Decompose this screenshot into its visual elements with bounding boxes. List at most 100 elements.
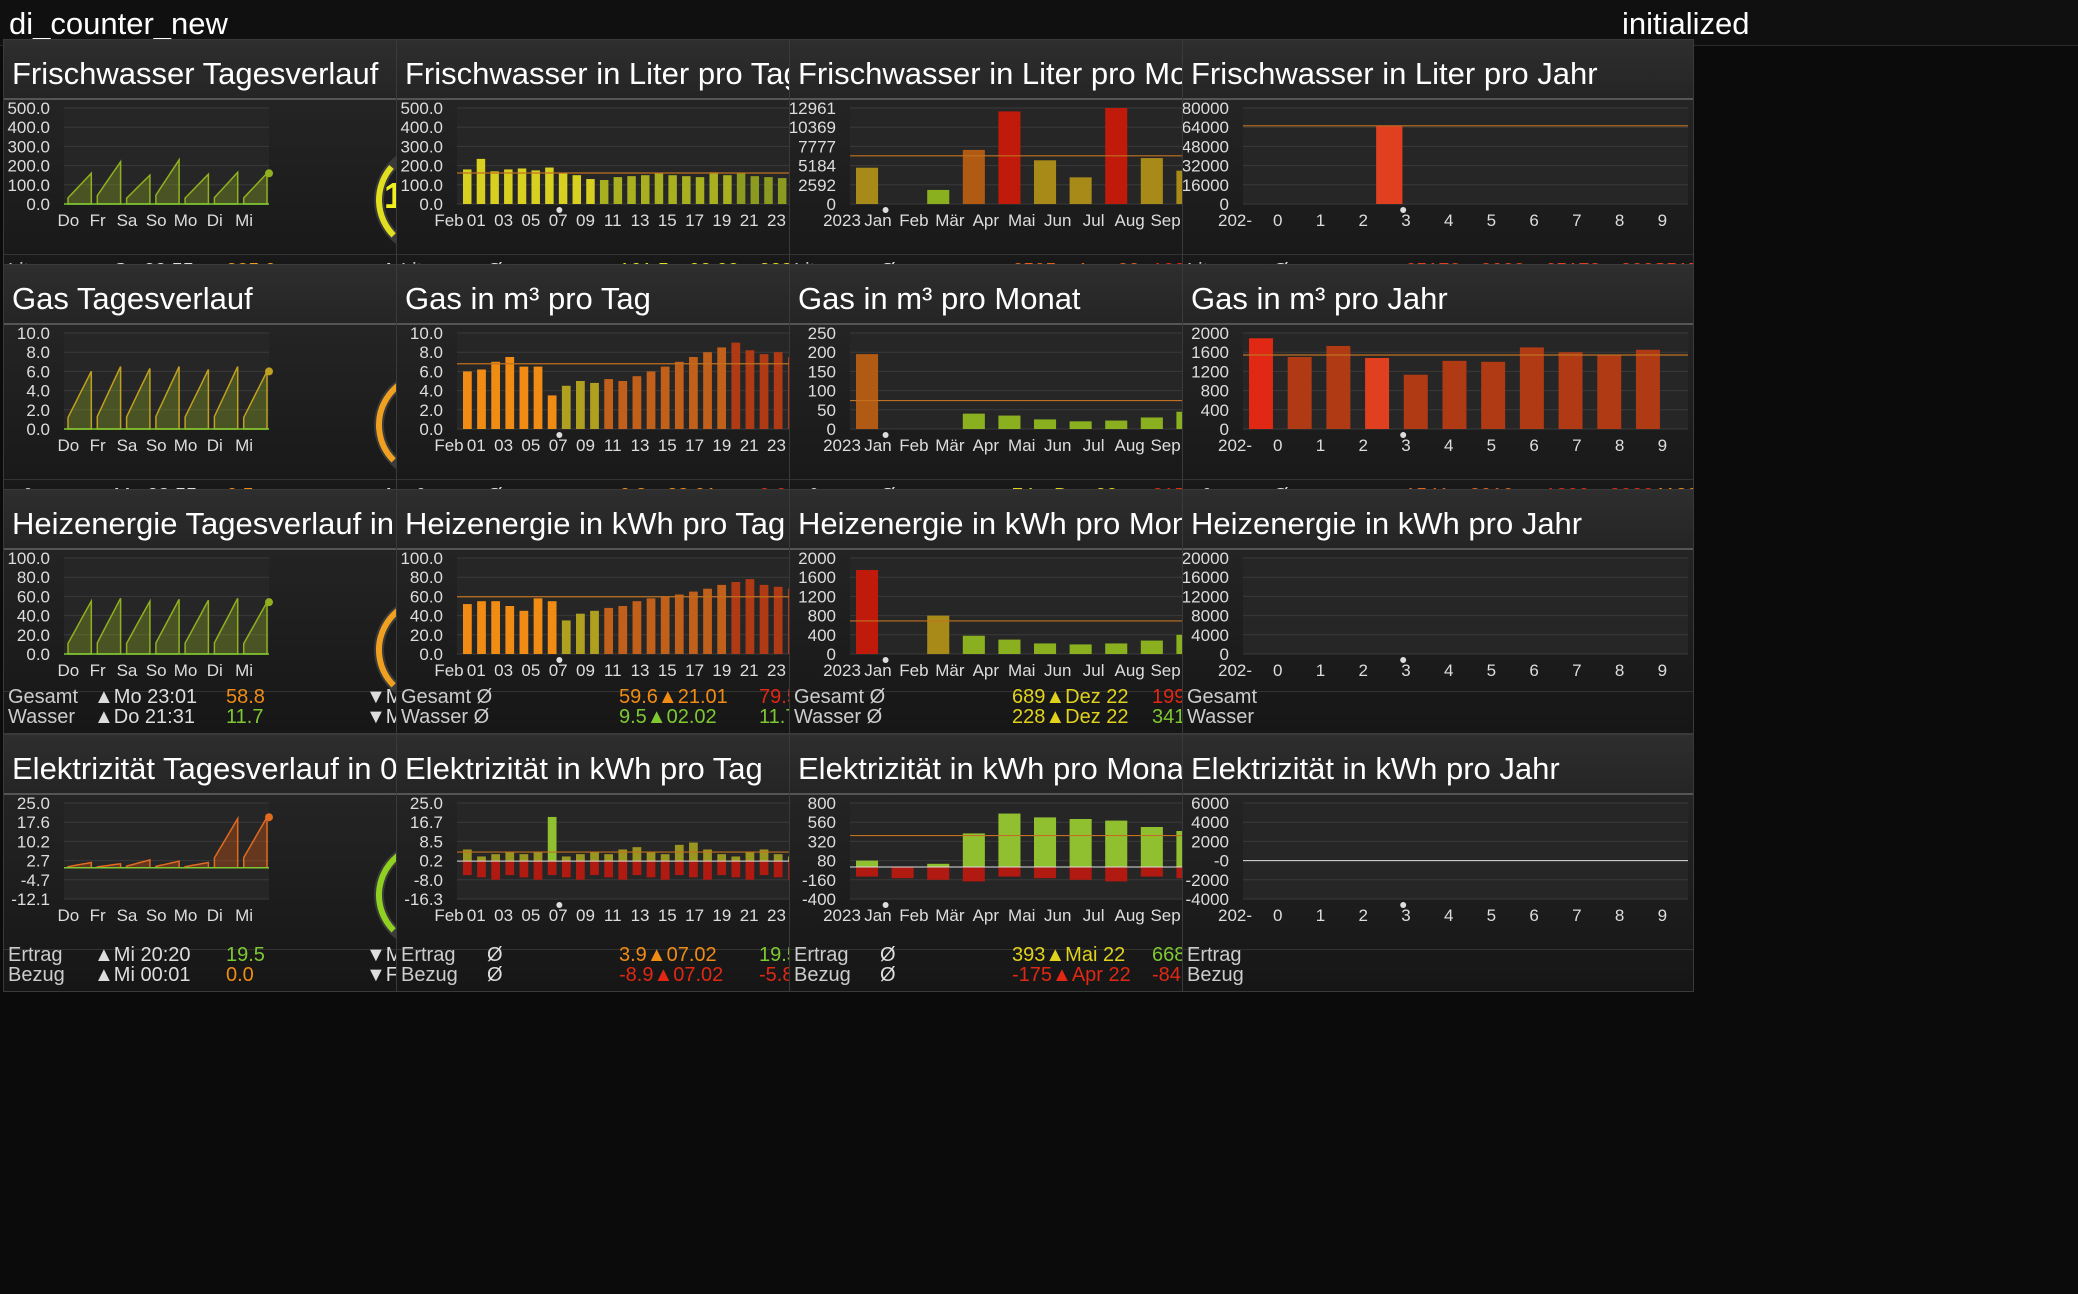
bar bbox=[759, 584, 769, 654]
bar bbox=[632, 376, 642, 429]
title-divider bbox=[4, 548, 514, 550]
stat-cell: Gesamt Ø bbox=[401, 686, 493, 708]
day-area bbox=[184, 369, 210, 430]
x-tick-label: 07 bbox=[549, 906, 568, 925]
x-tick-label: Do bbox=[58, 211, 80, 230]
bar-negative bbox=[745, 861, 755, 880]
day-area bbox=[67, 861, 93, 869]
bar-negative bbox=[1034, 867, 1057, 879]
x-tick-label: 9 bbox=[1658, 906, 1667, 925]
stat-cell: 393▲Mai 22 bbox=[1012, 944, 1126, 966]
stats-divider bbox=[790, 691, 1300, 692]
panel-title: Gas Tagesverlauf bbox=[12, 281, 253, 316]
x-tick-label: Aug bbox=[1114, 661, 1144, 680]
stats-divider bbox=[4, 691, 514, 692]
y-tick-label: 2.7 bbox=[26, 852, 50, 871]
title-divider bbox=[4, 793, 514, 795]
x-tick-label: 1 bbox=[1316, 661, 1325, 680]
bar-negative bbox=[674, 861, 684, 876]
x-tick-label: Mi bbox=[235, 661, 253, 680]
x-tick-label: 11 bbox=[604, 906, 622, 925]
bar bbox=[689, 591, 698, 654]
panel-title: Elektrizität in kWh pro Monat bbox=[798, 751, 1193, 786]
bar bbox=[668, 175, 677, 204]
x-tick-label: 05 bbox=[521, 661, 540, 680]
y-tick-label: 10.0 bbox=[17, 325, 50, 343]
bar-negative bbox=[927, 867, 950, 880]
y-tick-label: 10.2 bbox=[17, 832, 50, 851]
x-tick-label: 2 bbox=[1358, 906, 1367, 925]
day-area bbox=[213, 366, 239, 430]
day-area bbox=[96, 862, 122, 869]
x-tick-label: Mär bbox=[935, 211, 965, 230]
bar-negative bbox=[998, 867, 1021, 877]
y-tick-label: 12961 bbox=[790, 100, 836, 118]
x-tick-label: 19 bbox=[712, 661, 731, 680]
x-tick-label: Apr bbox=[973, 436, 1000, 455]
panel-heiz-jahr[interactable]: Heizenergie in kWh pro Jahr 20000 16000 120… bbox=[1182, 489, 1694, 734]
bar bbox=[1365, 357, 1390, 429]
bar-positive bbox=[745, 851, 755, 862]
x-tick-label: Feb bbox=[434, 211, 463, 230]
stat-cell: Bezug bbox=[8, 964, 65, 986]
y-tick-label: 1600 bbox=[1191, 343, 1229, 362]
bar bbox=[927, 615, 950, 654]
x-tick-label: Mär bbox=[935, 661, 965, 680]
y-tick-label: -8.0 bbox=[414, 871, 443, 890]
bar bbox=[731, 582, 741, 654]
x-tick-label: 7 bbox=[1572, 906, 1581, 925]
bar bbox=[1442, 360, 1467, 429]
bar bbox=[586, 179, 595, 204]
stat-cell: ▲Do 21:31 bbox=[94, 706, 195, 728]
bar-positive bbox=[463, 849, 472, 862]
panel-el-jahr[interactable]: Elektrizität in kWh pro Jahr 6000 4000 2000… bbox=[1182, 734, 1694, 992]
x-tick-label: Fr bbox=[90, 661, 106, 680]
y-tick-label: -4000 bbox=[1186, 890, 1229, 909]
bar bbox=[1376, 125, 1403, 204]
y-tick-label: 0.0 bbox=[26, 420, 50, 439]
x-tick-label: Jul bbox=[1083, 211, 1105, 230]
panel-gas-jahr[interactable]: Gas in m³ pro Jahr 2000 1600 1200 800 400 0 202… bbox=[1182, 264, 1694, 522]
stat-cell: 3.9▲07.02 bbox=[619, 944, 717, 966]
x-tick-label: Jun bbox=[1044, 661, 1071, 680]
x-tick-label: Sa bbox=[117, 436, 138, 455]
y-tick-label: 400 bbox=[808, 626, 836, 645]
plot-area bbox=[64, 558, 269, 654]
x-tick-label: Mai bbox=[1008, 436, 1035, 455]
stat-cell: 0.0 bbox=[226, 964, 254, 986]
title-divider bbox=[1183, 548, 1693, 550]
bar-negative bbox=[1069, 867, 1092, 880]
x-tick-label: 2023 bbox=[823, 906, 861, 925]
bar bbox=[576, 381, 585, 429]
x-tick-label: 8 bbox=[1615, 211, 1624, 230]
y-tick-label: 16.7 bbox=[410, 813, 443, 832]
bar-positive bbox=[561, 856, 571, 862]
bar bbox=[856, 167, 879, 204]
x-tick-label: 7 bbox=[1572, 211, 1581, 230]
bar bbox=[613, 177, 623, 204]
x-tick-label: 6 bbox=[1529, 436, 1538, 455]
bar-positive bbox=[618, 849, 628, 862]
x-tick-label: 09 bbox=[576, 906, 595, 925]
y-tick-label: 60.0 bbox=[410, 587, 443, 606]
bar bbox=[654, 173, 664, 204]
day-area bbox=[67, 371, 93, 430]
day-area bbox=[242, 371, 268, 430]
bar bbox=[519, 610, 529, 654]
day-area bbox=[213, 170, 239, 205]
bar-positive bbox=[998, 813, 1021, 867]
bar-positive bbox=[731, 856, 741, 862]
panel-fw-jahr[interactable]: Frischwasser in Liter pro Jahr 80000 64000… bbox=[1182, 39, 1694, 297]
x-tick-label: 3 bbox=[1401, 211, 1410, 230]
bar-negative bbox=[962, 867, 985, 882]
bar-positive bbox=[646, 851, 656, 862]
stats-divider bbox=[4, 254, 514, 255]
stat-cell: 11.7 bbox=[226, 706, 264, 728]
x-tick-label: 09 bbox=[576, 661, 595, 680]
x-tick-label: 21 bbox=[740, 906, 759, 925]
bar-negative bbox=[632, 861, 642, 876]
y-tick-label: 2000 bbox=[798, 550, 836, 568]
x-tick-label: So bbox=[146, 436, 167, 455]
